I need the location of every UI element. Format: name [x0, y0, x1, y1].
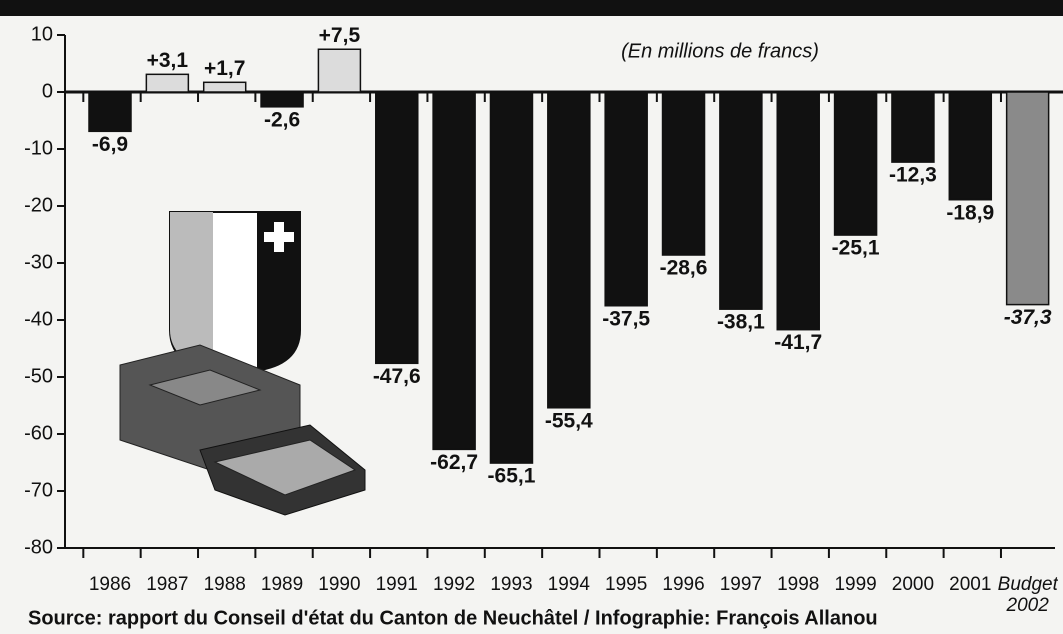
value-label: -25,1 [832, 237, 880, 260]
value-label: -37,3 [1004, 306, 1052, 329]
x-label-box: 1999 [826, 574, 886, 622]
y-tick-label: 10 [31, 23, 53, 45]
bar [892, 92, 934, 162]
value-label: -6,9 [92, 133, 128, 156]
value-label: -38,1 [717, 311, 765, 334]
value-label: -55,4 [545, 409, 593, 432]
x-tick-label: 2000 [883, 574, 943, 595]
x-tick-label: 1992 [424, 574, 484, 595]
value-label: -2,6 [264, 108, 300, 131]
x-tick-label: 1993 [481, 574, 541, 595]
x-label-box: 1991 [367, 574, 427, 622]
value-label: -65,1 [488, 465, 536, 488]
x-label-box: 1995 [596, 574, 656, 622]
y-tick-label: -50 [24, 365, 53, 387]
x-label-box: Budget 2002 [998, 574, 1058, 622]
bar [433, 92, 475, 449]
bar [318, 49, 360, 92]
value-label: +1,7 [204, 57, 245, 80]
bar [204, 82, 246, 92]
x-label-box: 1997 [711, 574, 771, 622]
chart: (En millions de francs) Source: rapport … [0, 0, 1063, 634]
value-label: -47,6 [373, 365, 421, 388]
bar [1007, 92, 1049, 305]
x-tick-label: 1991 [367, 574, 427, 595]
x-tick-label: 1990 [309, 574, 369, 595]
x-tick-label: 1988 [195, 574, 255, 595]
x-tick-label: 1994 [539, 574, 599, 595]
x-label-box: 1990 [309, 574, 369, 622]
y-tick-label: -60 [24, 422, 53, 444]
y-tick-label: -10 [24, 137, 53, 159]
x-label-box: 1987 [137, 574, 197, 622]
x-tick-label: 1995 [596, 574, 656, 595]
x-tick-label: 2001 [940, 574, 1000, 595]
y-tick-label: -30 [24, 251, 53, 273]
x-tick-label: 1986 [80, 574, 140, 595]
value-label: +3,1 [147, 49, 189, 72]
value-label: -12,3 [889, 164, 937, 187]
bar [835, 92, 877, 235]
bar [720, 92, 762, 309]
x-label-box: 1996 [654, 574, 714, 622]
y-tick-label: -70 [24, 479, 53, 501]
x-label-box: 1986 [80, 574, 140, 622]
x-tick-label: 1996 [654, 574, 714, 595]
bar [261, 92, 303, 107]
x-tick-label: 1989 [252, 574, 312, 595]
value-label: +7,5 [319, 24, 361, 47]
value-label: -62,7 [430, 451, 478, 474]
x-label-box: 1994 [539, 574, 599, 622]
bar [777, 92, 819, 330]
x-label-box: 1992 [424, 574, 484, 622]
x-label-box: 1989 [252, 574, 312, 622]
chart-subtitle: (En millions de francs) [621, 40, 819, 62]
bar [663, 92, 705, 255]
bar [548, 92, 590, 408]
header-band [0, 0, 1063, 16]
value-label: -28,6 [660, 257, 708, 280]
y-tick-label: 0 [42, 80, 53, 102]
value-label: -37,5 [602, 307, 650, 330]
x-label-box: 1998 [768, 574, 828, 622]
x-label-box: 2001 [940, 574, 1000, 622]
illustration [120, 212, 365, 515]
x-label-box: 2000 [883, 574, 943, 622]
y-tick-label: -80 [24, 536, 53, 558]
bar [949, 92, 991, 200]
bar [605, 92, 647, 306]
x-tick-label: 1997 [711, 574, 771, 595]
bar [89, 92, 131, 131]
bar [376, 92, 418, 363]
x-tick-label: 1987 [137, 574, 197, 595]
value-label: -41,7 [774, 331, 822, 354]
bar [490, 92, 532, 463]
value-label: -18,9 [946, 201, 994, 224]
x-tick-label: 1999 [826, 574, 886, 595]
x-label-box: 1993 [481, 574, 541, 622]
x-tick-label: 1998 [768, 574, 828, 595]
y-tick-label: -20 [24, 194, 53, 216]
y-tick-label: -40 [24, 308, 53, 330]
x-tick-label: Budget 2002 [998, 574, 1058, 616]
bar [146, 74, 188, 92]
x-label-box: 1988 [195, 574, 255, 622]
